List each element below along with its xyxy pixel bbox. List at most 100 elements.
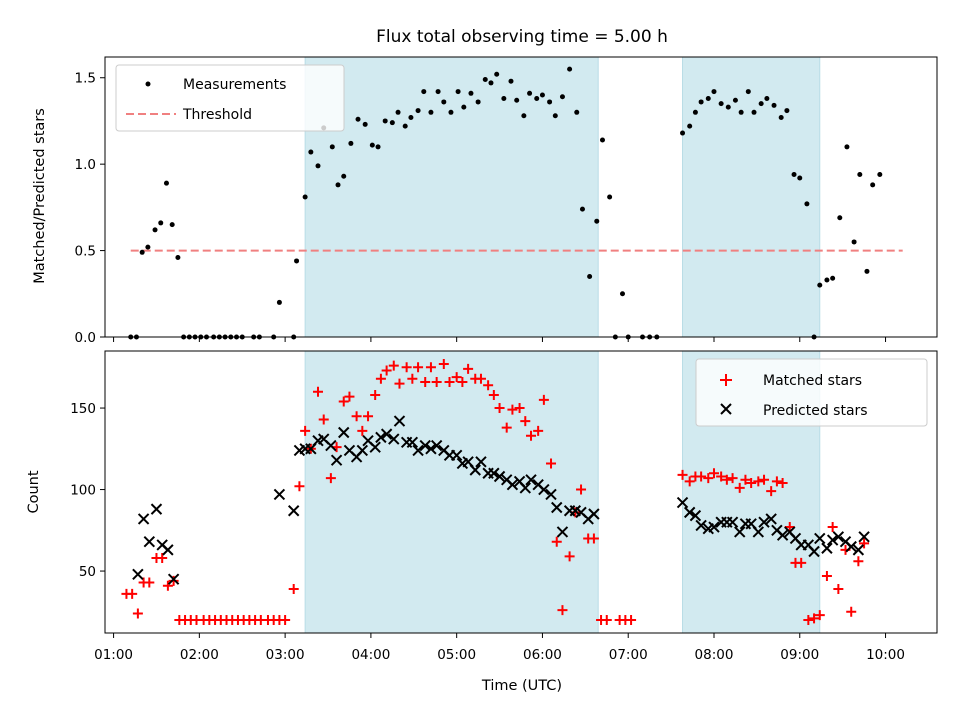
matched-star-marker xyxy=(370,390,381,401)
measurement-point xyxy=(539,92,545,98)
bottom-y-tick-label: 50 xyxy=(79,564,96,580)
measurement-point xyxy=(738,109,744,115)
bottom-axes: 50 100 150 01:00 02:00 03:00 04:00 05:00 06:00 07… xyxy=(70,350,938,663)
measurement-point xyxy=(139,249,145,255)
matched-star-marker xyxy=(827,522,838,533)
predicted-star-marker xyxy=(469,464,481,476)
measurement-point xyxy=(461,104,467,110)
predicted-star-marker xyxy=(325,439,337,452)
matched-star-marker xyxy=(546,458,557,469)
predicted-star-marker xyxy=(380,428,393,440)
matched-star-marker xyxy=(846,606,857,617)
matched-star-marker xyxy=(814,610,825,621)
bottom-y-tick-label: 150 xyxy=(70,401,96,417)
bottom-x-tick-label: 01:00 xyxy=(94,647,133,663)
matched-star-marker xyxy=(357,425,368,436)
predicted-star-marker xyxy=(475,456,487,468)
predicted-star-marker xyxy=(814,532,826,545)
measurement-point xyxy=(680,130,686,136)
measurement-point xyxy=(145,244,151,250)
matched-star-marker xyxy=(300,425,311,436)
bottom-x-tick-label: 08:00 xyxy=(695,647,734,663)
predicted-star-marker xyxy=(551,501,563,514)
matched-star-marker xyxy=(351,411,362,422)
bottom-x-tick-label: 09:00 xyxy=(780,647,819,663)
measurement-point xyxy=(527,90,533,96)
matched-star-marker xyxy=(294,481,305,492)
predicted-star-marker xyxy=(493,470,506,483)
predicted-star-marker xyxy=(375,431,387,444)
measurement-point xyxy=(475,99,481,105)
matched-star-marker xyxy=(401,362,412,373)
measurement-point xyxy=(751,109,757,115)
matched-star-marker xyxy=(501,422,512,433)
measurement-point xyxy=(837,215,843,221)
matched-star-marker xyxy=(507,404,518,415)
legend-predicted-marker xyxy=(720,403,732,415)
matched-star-marker xyxy=(413,362,424,373)
measurement-point xyxy=(508,78,514,84)
measurement-point xyxy=(448,109,454,115)
matched-star-marker xyxy=(809,613,820,624)
measurement-point xyxy=(687,123,693,129)
matched-star-marker xyxy=(677,469,688,480)
matched-star-marker xyxy=(514,403,525,414)
predicted-star-marker xyxy=(143,536,156,548)
matched-star-marker xyxy=(338,396,349,407)
legend-measurements-label: Measurements xyxy=(183,77,286,93)
predicted-star-marker xyxy=(765,513,777,525)
measurement-point xyxy=(594,218,600,224)
matched-star-marker xyxy=(753,476,764,487)
measurement-point xyxy=(705,95,711,101)
matched-star-marker xyxy=(576,484,587,495)
matched-star-marker xyxy=(796,557,807,568)
measurement-point xyxy=(276,299,282,305)
measurement-point xyxy=(870,182,876,188)
predicted-star-marker xyxy=(519,482,531,494)
measurement-point xyxy=(797,175,803,181)
top-y-tick-label: 0.5 xyxy=(75,244,96,260)
matched-star-marker xyxy=(313,386,324,397)
matched-star-marker xyxy=(444,376,455,387)
top-chart: 0.0 0.5 1.0 1.5 Matched/Predicted stars Mea… xyxy=(32,56,938,346)
predicted-star-marker xyxy=(137,513,150,525)
top-axes: 0.0 0.5 1.0 1.5 xyxy=(75,56,938,346)
predicted-star-marker xyxy=(388,433,400,445)
matched-star-marker xyxy=(494,403,505,414)
predicted-star-marker xyxy=(832,531,845,543)
measurement-point xyxy=(158,220,164,226)
measurement-point xyxy=(559,94,565,100)
measurement-point xyxy=(348,140,354,146)
top-shaded-interval xyxy=(304,56,599,338)
predicted-star-marker xyxy=(525,474,537,486)
measurement-point xyxy=(552,113,558,119)
matched-star-marker xyxy=(420,376,431,387)
matched-star-marker xyxy=(526,430,537,441)
legend-threshold-label: Threshold xyxy=(182,107,252,123)
predicted-star-marker xyxy=(393,415,406,427)
measurement-point xyxy=(408,114,414,120)
predicted-star-marker xyxy=(858,531,870,543)
matched-star-marker xyxy=(777,478,788,489)
measurement-point xyxy=(607,194,613,200)
measurement-point xyxy=(534,95,540,101)
measurement-point xyxy=(421,89,427,95)
matched-star-marker xyxy=(740,474,751,485)
matched-star-marker xyxy=(132,608,143,619)
predicted-star-marker xyxy=(752,526,765,538)
measurement-point xyxy=(415,108,421,114)
measurement-point xyxy=(864,268,870,274)
predicted-star-marker xyxy=(273,488,286,501)
matched-star-marker xyxy=(407,373,418,384)
predicted-star-marker xyxy=(338,426,350,439)
predicted-star-marker xyxy=(488,467,500,479)
top-y-axis-label: Matched/Predicted stars xyxy=(32,108,48,284)
measurement-point xyxy=(435,89,441,95)
predicted-star-marker xyxy=(689,509,702,522)
matched-star-marker xyxy=(746,478,757,489)
matched-star-marker xyxy=(375,373,386,384)
top-y-tick-label: 0.0 xyxy=(75,330,96,346)
legend-predicted-label: Predicted stars xyxy=(763,403,868,419)
matched-star-marker xyxy=(157,553,168,564)
predicted-star-marker xyxy=(356,444,369,457)
